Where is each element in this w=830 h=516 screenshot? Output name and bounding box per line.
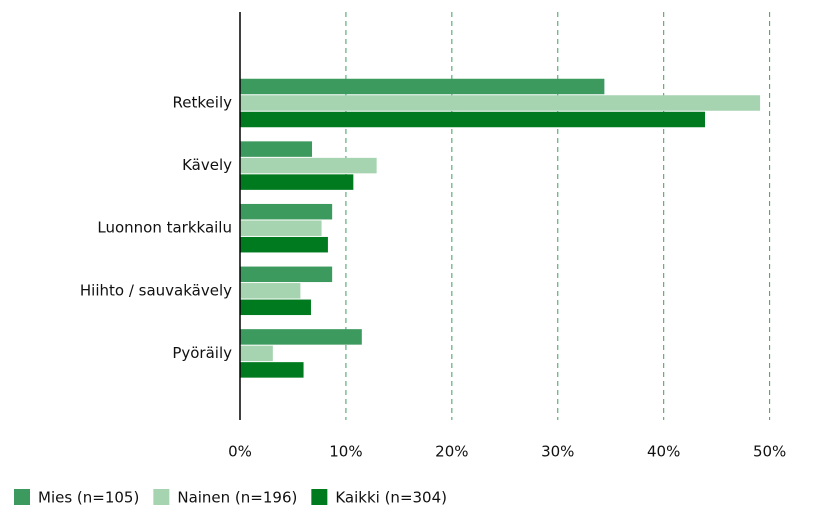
legend-label: Kaikki (n=304) bbox=[335, 489, 447, 507]
x-tick-label: 50% bbox=[753, 443, 786, 461]
legend-swatch bbox=[14, 489, 30, 505]
bar bbox=[240, 174, 354, 190]
bar bbox=[240, 329, 362, 345]
y-tick-label: Luonnon tarkkailu bbox=[97, 219, 232, 237]
x-tick-label: 30% bbox=[541, 443, 574, 461]
x-tick-label: 20% bbox=[435, 443, 468, 461]
legend-label: Nainen (n=196) bbox=[177, 489, 297, 507]
legend-swatch bbox=[153, 489, 170, 505]
bar bbox=[240, 283, 301, 299]
bar bbox=[240, 141, 313, 157]
bar bbox=[240, 362, 304, 378]
bar bbox=[240, 236, 328, 253]
bar bbox=[240, 203, 333, 220]
bar bbox=[240, 266, 333, 283]
bar bbox=[240, 111, 706, 128]
bar bbox=[240, 95, 761, 111]
y-tick-label: Hiihto / sauvakävely bbox=[80, 281, 232, 299]
y-tick-label: Pyöräily bbox=[172, 344, 232, 362]
legend-label: Mies (n=105) bbox=[38, 489, 139, 507]
x-tick-label: 0% bbox=[228, 443, 252, 461]
bar bbox=[240, 299, 311, 316]
legend-swatch bbox=[311, 489, 328, 505]
bar bbox=[240, 345, 273, 362]
bar bbox=[240, 78, 605, 95]
bar bbox=[240, 157, 377, 174]
y-tick-label: Retkeily bbox=[173, 94, 233, 112]
bar bbox=[240, 220, 322, 236]
x-tick-label: 40% bbox=[647, 443, 680, 461]
x-tick-label: 10% bbox=[329, 443, 362, 461]
y-tick-label: Kävely bbox=[182, 156, 232, 174]
